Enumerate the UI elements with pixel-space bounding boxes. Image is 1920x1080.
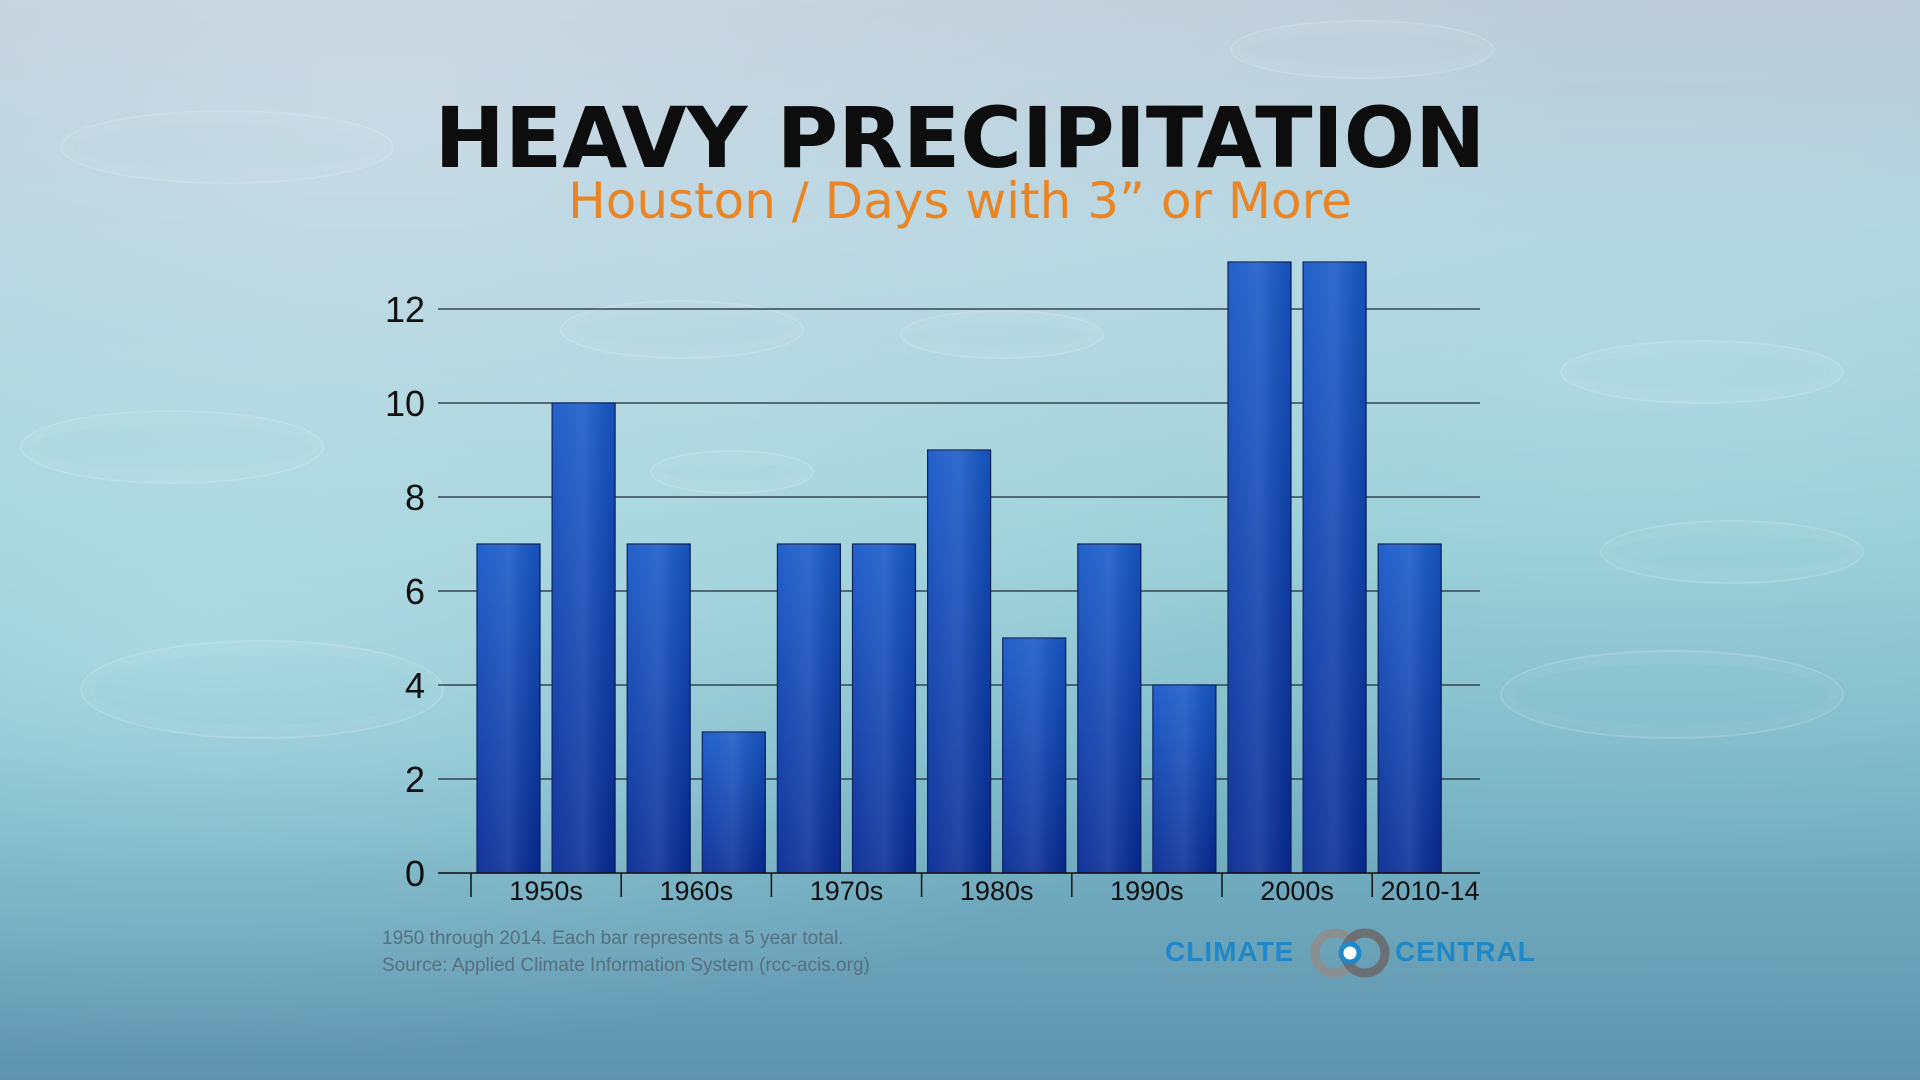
bar-shine bbox=[552, 403, 616, 873]
y-tick-label: 10 bbox=[385, 383, 425, 424]
y-tick-label: 4 bbox=[405, 665, 425, 706]
y-tick-label: 6 bbox=[405, 571, 425, 612]
y-tick-label: 2 bbox=[405, 759, 425, 800]
bar-shine bbox=[1152, 685, 1216, 873]
chart-subtitle: Houston / Days with 3” or More bbox=[568, 172, 1352, 230]
bar-shine bbox=[702, 732, 766, 873]
x-category-label: 1960s bbox=[660, 876, 734, 906]
bar-shine bbox=[927, 450, 991, 873]
y-tick-label: 8 bbox=[405, 477, 425, 518]
ripple bbox=[900, 310, 1104, 359]
bar-shine bbox=[852, 544, 916, 873]
bar-shine bbox=[1002, 638, 1066, 873]
ripple bbox=[1600, 520, 1864, 584]
bar-shine bbox=[1303, 262, 1367, 873]
bars bbox=[476, 261, 1442, 874]
footnote: 1950 through 2014. Each bar represents a… bbox=[382, 928, 844, 949]
x-category-label: 1990s bbox=[1110, 876, 1184, 906]
x-axis: 1950s 1960s 1970s 1980s 1990s 2000s 2010-14 bbox=[438, 872, 1480, 906]
x-category-label: 1970s bbox=[810, 876, 884, 906]
bar-shine bbox=[1077, 544, 1141, 873]
ripple bbox=[1500, 650, 1844, 739]
y-tick-label: 12 bbox=[385, 289, 425, 330]
bar-shine bbox=[627, 544, 691, 873]
x-category-label: 1950s bbox=[509, 876, 583, 906]
bar-shine bbox=[1228, 262, 1291, 873]
logo-rings-icon bbox=[1310, 928, 1390, 978]
ripple bbox=[560, 300, 804, 359]
ripple bbox=[20, 410, 324, 484]
ripple bbox=[80, 640, 444, 739]
bar-shine bbox=[477, 544, 540, 873]
y-axis: 0 2 4 6 8 10 12 bbox=[385, 289, 425, 894]
x-category-label: 2010-14 bbox=[1380, 876, 1479, 906]
y-tick-label: 0 bbox=[405, 853, 425, 894]
ripple bbox=[1230, 20, 1494, 79]
source-note: Source: Applied Climate Information Syst… bbox=[382, 955, 870, 976]
ripple bbox=[1560, 340, 1844, 404]
chart-title: HEAVY PRECIPITATION bbox=[434, 89, 1486, 187]
bar-shine bbox=[777, 544, 841, 873]
climate-central-logo: CLIMATE CENTRAL bbox=[1165, 928, 1545, 978]
x-category-label: 1980s bbox=[960, 876, 1034, 906]
ripple bbox=[60, 110, 394, 184]
ripple bbox=[650, 450, 814, 494]
bar-shine bbox=[1378, 544, 1442, 873]
logo-text-left: CLIMATE bbox=[1165, 936, 1295, 967]
logo-text-right: CENTRAL bbox=[1395, 936, 1536, 967]
x-category-label: 2000s bbox=[1260, 876, 1334, 906]
